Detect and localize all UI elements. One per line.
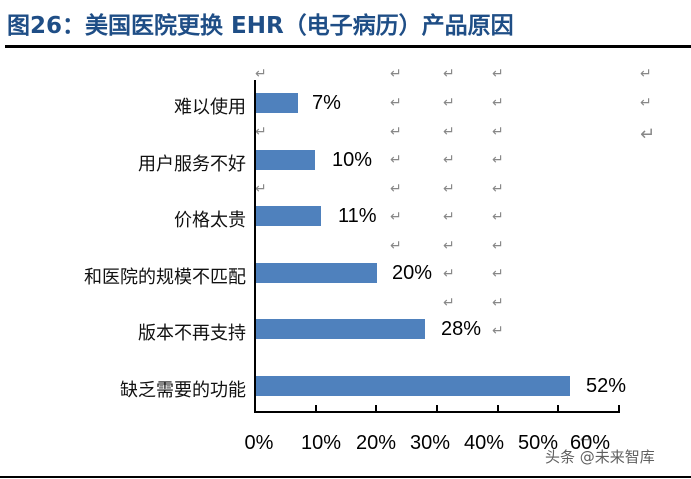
bar-size-mismatch	[256, 263, 377, 283]
x-tick	[375, 405, 377, 412]
paragraph-mark-icon: ↵	[492, 181, 504, 197]
paragraph-mark-icon: ↵	[443, 124, 455, 140]
paragraph-mark-icon: ↵	[443, 266, 455, 282]
category-label: 版本不再支持	[138, 323, 246, 344]
paragraph-mark-icon: ↵	[390, 181, 402, 197]
x-tick	[315, 405, 317, 412]
x-tick-label: 10%	[300, 432, 342, 454]
paragraph-mark-icon: ↵	[640, 66, 652, 82]
value-label: 7%	[312, 92, 341, 114]
paragraph-mark-icon: ↵	[580, 432, 592, 448]
value-label: 11%	[338, 205, 377, 227]
paragraph-mark-icon: ↵	[390, 152, 402, 168]
y-axis	[254, 80, 256, 413]
paragraph-mark-icon: ↵	[443, 209, 455, 225]
paragraph-mark-icon: ↵	[640, 124, 656, 145]
paragraph-mark-icon: ↵	[390, 238, 402, 254]
paragraph-mark-icon: ↵	[492, 295, 504, 311]
bar-version-unsupported	[256, 319, 425, 339]
value-label: 10%	[332, 149, 373, 171]
bottom-divider	[0, 476, 691, 478]
value-label: 20%	[392, 262, 433, 284]
paragraph-mark-icon: ↵	[492, 152, 504, 168]
paragraph-mark-icon: ↵	[255, 181, 267, 197]
category-label: 和医院的规模不匹配	[84, 267, 246, 288]
category-label: 难以使用	[174, 97, 246, 118]
paragraph-mark-icon: ↵	[443, 295, 455, 311]
paragraph-mark-icon: ↵	[492, 238, 504, 254]
bar-missing-features	[256, 376, 570, 396]
paragraph-mark-icon: ↵	[390, 209, 402, 225]
x-tick	[497, 405, 499, 412]
paragraph-mark-icon: ↵	[492, 266, 504, 282]
category-label: 缺乏需要的功能	[120, 380, 246, 401]
paragraph-mark-icon: ↵	[443, 152, 455, 168]
x-tick	[557, 405, 559, 412]
bar-too-expensive	[256, 206, 321, 226]
paragraph-mark-icon: ↵	[492, 209, 504, 225]
bar-poor-user-service	[256, 150, 315, 170]
bar-difficult-to-use	[256, 93, 298, 113]
paragraph-mark-icon: ↵	[255, 66, 267, 82]
x-axis	[254, 411, 620, 413]
x-tick-label: 30%	[409, 432, 451, 454]
paragraph-mark-icon: ↵	[443, 181, 455, 197]
figure-title: 图26：美国医院更换 EHR（电子病历）产品原因	[7, 13, 514, 39]
paragraph-mark-icon: ↵	[390, 124, 402, 140]
value-label: 28%	[441, 318, 482, 340]
x-tick-label: 40%	[463, 432, 505, 454]
paragraph-mark-icon: ↵	[255, 124, 267, 140]
paragraph-mark-icon: ↵	[492, 323, 504, 339]
paragraph-mark-icon: ↵	[640, 95, 652, 111]
x-tick-label: 50%	[517, 432, 559, 454]
paragraph-mark-icon: ↵	[390, 66, 402, 82]
x-tick-label: 60%	[569, 432, 611, 454]
x-tick-label: 0%	[244, 432, 274, 454]
paragraph-mark-icon: ↵	[443, 95, 455, 111]
x-tick-label: 20%	[355, 432, 397, 454]
x-tick	[436, 405, 438, 412]
watermark: 头条 @未来智库	[545, 448, 655, 466]
paragraph-mark-icon: ↵	[492, 124, 504, 140]
value-label: 52%	[586, 375, 627, 397]
x-tick	[618, 405, 620, 412]
paragraph-mark-icon: ↵	[443, 238, 455, 254]
category-label: 用户服务不好	[138, 154, 246, 175]
paragraph-mark-icon: ↵	[492, 66, 504, 82]
paragraph-mark-icon: ↵	[443, 66, 455, 82]
paragraph-mark-icon: ↵	[390, 95, 402, 111]
paragraph-mark-icon: ↵	[492, 95, 504, 111]
title-divider	[5, 45, 691, 48]
category-label: 价格太贵	[174, 210, 246, 231]
